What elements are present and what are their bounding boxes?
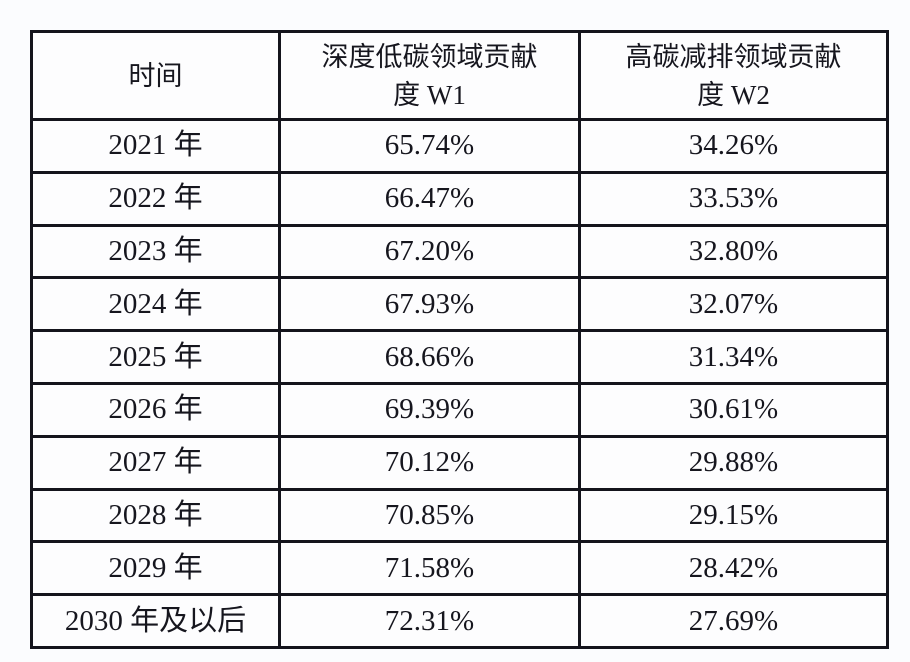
header-cell-time: 时间 [30,30,281,121]
w2-cell: 31.34% [578,329,889,385]
header-w1-line2: 度 W1 [393,79,466,110]
year-cell: 2021 年 [30,118,281,174]
year-cell: 2024 年 [30,276,281,333]
table-row: 2027 年 70.12% 29.88% [30,434,889,491]
w1-cell: 69.39% [278,381,581,438]
w2-cell: 30.61% [578,381,889,438]
w2-cell: 32.80% [578,223,889,280]
w2-cell: 34.26% [578,118,889,174]
year-cell: 2023 年 [30,223,281,280]
header-w2-line1: 高碳减排领域贡献 [625,41,842,72]
w1-cell: 70.12% [278,434,581,491]
year-cell: 2028 年 [30,487,281,544]
w2-cell: 28.42% [578,540,889,597]
year-cell: 2025 年 [30,329,281,385]
header-w2-line2: 度 W2 [697,79,770,110]
w2-cell: 29.15% [578,487,889,544]
w1-cell: 70.85% [278,487,581,544]
header-cell-w1: 深度低碳领域贡献 度 W1 [278,30,581,121]
w2-cell: 33.53% [578,170,889,227]
table-row: 2023 年 67.20% 32.80% [30,223,889,280]
table-row: 2024 年 67.93% 32.07% [30,276,889,333]
year-cell: 2027 年 [30,434,281,491]
contribution-table: 时间 深度低碳领域贡献 度 W1 高碳减排领域贡献 度 W2 2021 年 65… [30,30,889,649]
header-time-line1: 时间 [128,60,183,91]
table-header-row: 时间 深度低碳领域贡献 度 W1 高碳减排领域贡献 度 W2 [30,30,889,121]
w2-cell: 29.88% [578,434,889,491]
w1-cell: 68.66% [278,329,581,385]
table-row: 2021 年 65.74% 34.26% [30,118,889,174]
year-cell: 2030 年及以后 [30,593,281,649]
w1-cell: 67.93% [278,276,581,333]
header-w1-line1: 深度低碳领域贡献 [321,41,538,72]
w2-cell: 27.69% [578,593,889,649]
table-row: 2028 年 70.85% 29.15% [30,487,889,544]
w1-cell: 65.74% [278,118,581,174]
year-cell: 2022 年 [30,170,281,227]
table-row: 2026 年 69.39% 30.61% [30,381,889,438]
table-row: 2030 年及以后 72.31% 27.69% [30,593,889,649]
w1-cell: 66.47% [278,170,581,227]
table-row: 2029 年 71.58% 28.42% [30,540,889,597]
w1-cell: 67.20% [278,223,581,280]
year-cell: 2029 年 [30,540,281,597]
table-row: 2025 年 68.66% 31.34% [30,329,889,385]
year-cell: 2026 年 [30,381,281,438]
header-cell-w2: 高碳减排领域贡献 度 W2 [578,30,889,121]
w1-cell: 72.31% [278,593,581,649]
table-row: 2022 年 66.47% 33.53% [30,170,889,227]
w1-cell: 71.58% [278,540,581,597]
w2-cell: 32.07% [578,276,889,333]
